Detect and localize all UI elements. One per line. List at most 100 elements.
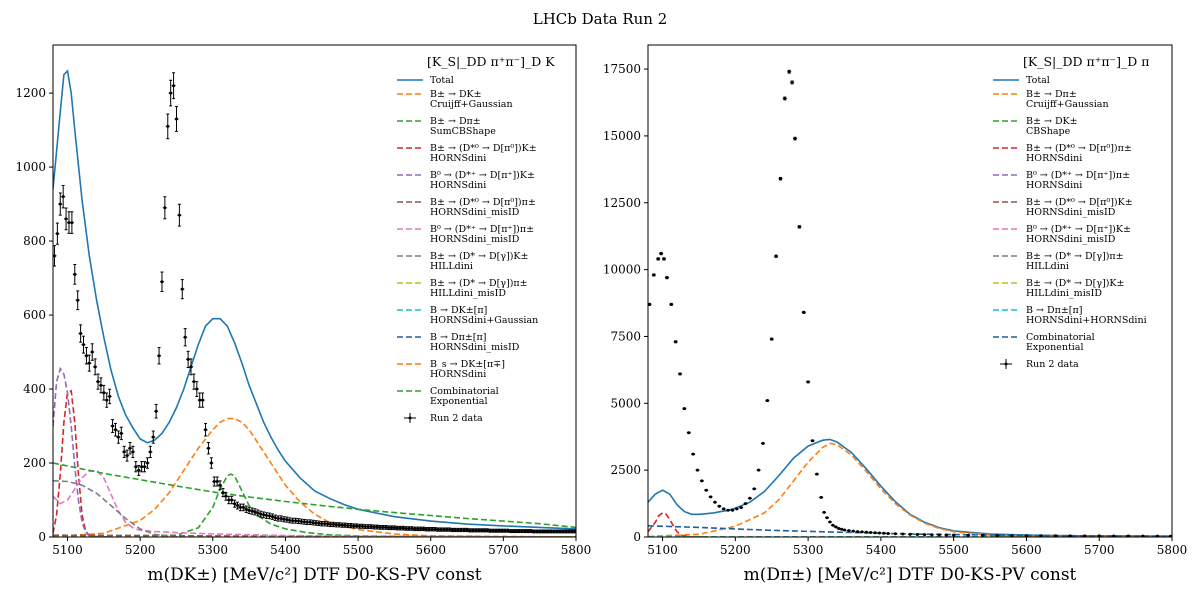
data-point [717, 504, 722, 508]
data-point [752, 487, 757, 491]
data-point [659, 251, 664, 256]
x-tick-label: 5400 [866, 543, 897, 557]
x-tick-label: 5700 [1084, 543, 1115, 557]
series-line-3 [648, 511, 707, 537]
data-point [87, 354, 92, 372]
data-point [348, 522, 353, 529]
data-point [842, 528, 847, 532]
data-point [555, 529, 560, 534]
data-point [110, 419, 115, 433]
x-tick-label: 5600 [415, 543, 446, 557]
legend-entry: B → Dπ±[π]HORNSdini_misID [397, 332, 520, 353]
series-line-0 [53, 69, 576, 530]
data-point [560, 529, 565, 534]
data-point [55, 222, 60, 245]
data-point [1039, 534, 1043, 537]
legend-entry: B± → DK±CBShape [993, 116, 1078, 137]
legend-entry: B± → (D*⁰ → D[π⁰])π±HORNSdini_misID [397, 197, 536, 218]
data-point [296, 518, 301, 525]
series-line-6 [53, 469, 576, 537]
legend-entry: B± → (D* → D[γ])K±HILLdini_misID [993, 278, 1124, 299]
data-point [656, 257, 661, 261]
data-point [93, 358, 98, 376]
y-tick-label: 15000 [603, 129, 641, 143]
legend-label: B± → (D* → D[γ])π± [1026, 251, 1124, 262]
data-point [90, 343, 95, 361]
data-point [337, 522, 342, 528]
data-point [511, 529, 516, 534]
data-point [235, 501, 240, 510]
data-point [827, 520, 832, 524]
data-point [162, 196, 167, 220]
data-point [229, 495, 234, 505]
data-point [1082, 534, 1087, 537]
data-point [1140, 534, 1145, 537]
y-tick-label: 800 [23, 234, 46, 248]
data-point [937, 533, 942, 537]
data-point [846, 529, 851, 533]
x-tick-label: 5100 [647, 543, 678, 557]
data-point [284, 516, 289, 523]
data-point [406, 526, 411, 531]
data-point [334, 522, 339, 528]
data-point [765, 399, 770, 403]
data-point [851, 529, 856, 533]
data-point [116, 430, 121, 444]
data-point [433, 527, 438, 532]
data-point [133, 461, 138, 473]
legend-entry: Total [397, 75, 454, 86]
data-point [708, 495, 713, 499]
data-point [61, 184, 66, 209]
x-tick-label: 5200 [125, 543, 156, 557]
data-point [226, 495, 231, 505]
legend-sublabel: HORNSdini_misID [430, 234, 520, 245]
data-point [232, 499, 237, 508]
data-point [125, 449, 130, 462]
data-point [944, 533, 949, 537]
data-point [72, 263, 77, 285]
legend-label: B± → Dπ± [1026, 89, 1077, 100]
data-point [726, 508, 731, 512]
data-point [1126, 534, 1131, 537]
data-point [279, 515, 284, 522]
data-point [206, 441, 211, 455]
data-point [664, 276, 669, 280]
data-point [774, 254, 779, 258]
series-line-1 [53, 417, 576, 537]
data-point [223, 491, 228, 501]
data-point [354, 523, 359, 529]
data-point [145, 457, 150, 469]
data-point [113, 422, 118, 437]
x-tick-label: 5800 [1157, 543, 1188, 557]
legend-sublabel: Exponential [430, 396, 488, 407]
legend-label: B± → (D* → D[γ])K± [1026, 278, 1124, 289]
data-point [801, 310, 806, 314]
data-point [148, 445, 153, 459]
legend-label: Combinatorial [1026, 332, 1095, 343]
y-tick-label: 7500 [610, 329, 641, 343]
data-point [712, 500, 717, 504]
data-point [107, 388, 112, 405]
data-point [543, 529, 548, 534]
legend-entry: B_s → DK±[π∓]HORNSdini [397, 359, 505, 380]
legend-sublabel: HORNSdini+Gaussian [430, 315, 538, 326]
data-point [409, 526, 414, 531]
data-point [695, 468, 700, 472]
data-point [915, 532, 920, 536]
data-point [1068, 534, 1073, 537]
data-point [302, 518, 307, 525]
data-point [186, 350, 191, 369]
legend-sublabel: HORNSdini [430, 180, 486, 191]
plot-area [648, 69, 1172, 537]
legend-entry: B → DK±[π]HORNSdini+Gaussian [397, 305, 538, 326]
series-line-12 [53, 462, 576, 529]
data-point [721, 507, 726, 511]
data-point [171, 72, 176, 100]
data-point [255, 509, 260, 517]
data-point [311, 519, 316, 526]
series-line-2 [53, 473, 576, 537]
data-point [183, 328, 188, 347]
legend-label: Combinatorial [430, 386, 499, 397]
data-point [191, 373, 196, 390]
